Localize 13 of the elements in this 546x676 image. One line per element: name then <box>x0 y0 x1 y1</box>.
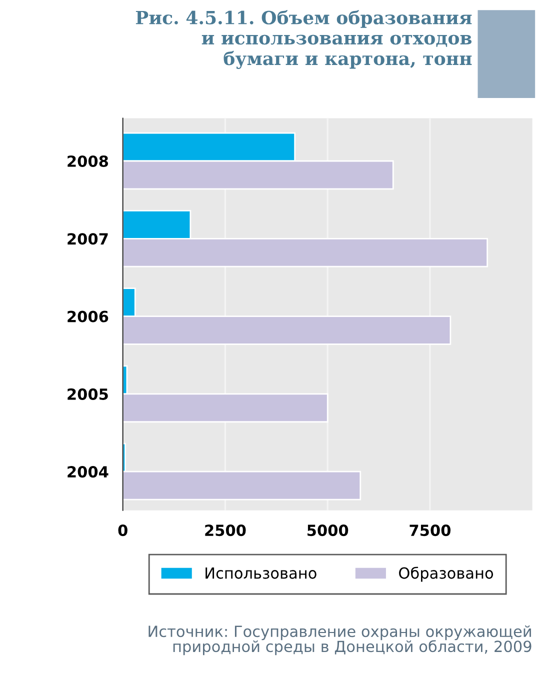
y-tick-label: 2006 <box>68 310 108 322</box>
y-tick-label: 2004 <box>68 466 108 478</box>
chart-title: Рис. 4.5.11. Объем образования и использования отходов бумаги и картона, тонн <box>136 10 472 69</box>
legend-label: Образовано <box>399 566 494 582</box>
x-tick-label: 7500 <box>410 524 451 536</box>
y-tick-label: 2008 <box>68 155 108 168</box>
y-tick-label: 2007 <box>68 233 108 245</box>
y-tick-label: 2005 <box>68 388 108 400</box>
x-tick-label: 5000 <box>308 524 348 536</box>
x-tick-label: 0 <box>118 524 128 536</box>
legend-label: Использовано <box>206 567 316 579</box>
x-tick-label: 2500 <box>205 524 246 536</box>
text: Источник: Госуправление охраны окружающей природной среды в Донецкой области, 2009 <box>148 625 532 656</box>
